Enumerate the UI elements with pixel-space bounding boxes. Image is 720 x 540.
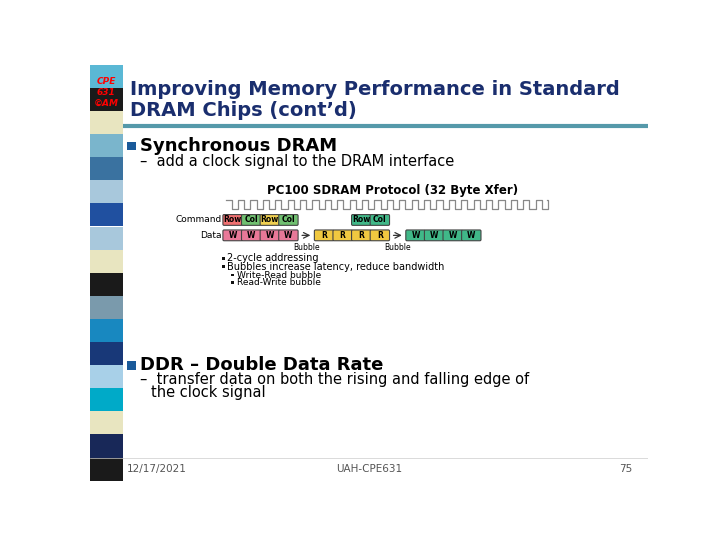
Text: R: R: [359, 231, 364, 240]
Bar: [127, 361, 136, 370]
FancyBboxPatch shape: [462, 230, 481, 241]
FancyBboxPatch shape: [241, 214, 261, 225]
Bar: [90, 111, 122, 134]
Text: DDR – Double Data Rate: DDR – Double Data Rate: [140, 356, 384, 374]
Bar: [222, 256, 225, 260]
Text: W: W: [266, 231, 274, 240]
Text: 75: 75: [619, 464, 632, 474]
Text: R: R: [321, 231, 327, 240]
Bar: [90, 65, 122, 88]
Text: W: W: [247, 231, 256, 240]
Text: UAH-CPE631: UAH-CPE631: [336, 464, 402, 474]
Text: Read-Write bubble: Read-Write bubble: [238, 278, 321, 287]
FancyBboxPatch shape: [279, 230, 298, 241]
FancyBboxPatch shape: [279, 214, 298, 225]
Bar: [90, 134, 122, 157]
Text: –  add a clock signal to the DRAM interface: – add a clock signal to the DRAM interfa…: [140, 153, 454, 168]
Bar: [90, 273, 122, 296]
FancyBboxPatch shape: [260, 230, 279, 241]
Text: W: W: [411, 231, 420, 240]
Text: Improving Memory Performance in Standard: Improving Memory Performance in Standard: [130, 80, 620, 99]
Text: Write-Read bubble: Write-Read bubble: [238, 271, 322, 280]
Text: ©AM: ©AM: [94, 99, 119, 108]
Text: Bubbles increase latency, reduce bandwidth: Bubbles increase latency, reduce bandwid…: [228, 261, 444, 272]
Bar: [90, 249, 122, 273]
Bar: [90, 88, 122, 111]
Text: Col: Col: [373, 215, 387, 225]
Text: Row: Row: [223, 215, 242, 225]
Bar: [90, 411, 122, 434]
Text: 12/17/2021: 12/17/2021: [127, 464, 187, 474]
Text: –  transfer data on both the rising and falling edge of: – transfer data on both the rising and f…: [140, 372, 529, 387]
Text: W: W: [228, 231, 237, 240]
Text: W: W: [449, 231, 457, 240]
Text: Col: Col: [282, 215, 295, 225]
Bar: [231, 281, 234, 284]
Text: DRAM Chips (cont’d): DRAM Chips (cont’d): [130, 102, 357, 120]
Bar: [90, 180, 122, 204]
Text: R: R: [377, 231, 383, 240]
Text: Col: Col: [244, 215, 258, 225]
Text: Synchronous DRAM: Synchronous DRAM: [140, 137, 338, 155]
Text: Data: Data: [200, 231, 222, 240]
Text: PC100 SDRAM Protocol (32 Byte Xfer): PC100 SDRAM Protocol (32 Byte Xfer): [266, 184, 518, 197]
FancyBboxPatch shape: [370, 214, 390, 225]
Text: W: W: [467, 231, 475, 240]
Bar: [127, 142, 136, 150]
Text: Row: Row: [261, 215, 279, 225]
Text: Bubble: Bubble: [293, 244, 320, 252]
Text: W: W: [430, 231, 438, 240]
FancyBboxPatch shape: [406, 230, 426, 241]
Bar: [90, 319, 122, 342]
Bar: [90, 434, 122, 457]
FancyBboxPatch shape: [333, 230, 352, 241]
Text: Row: Row: [352, 215, 370, 225]
Text: 631: 631: [97, 88, 116, 97]
Bar: [90, 157, 122, 180]
Bar: [231, 274, 234, 276]
FancyBboxPatch shape: [223, 230, 243, 241]
Bar: [90, 365, 122, 388]
Bar: [90, 388, 122, 411]
Bar: [90, 204, 122, 226]
Bar: [90, 226, 122, 249]
Text: the clock signal: the clock signal: [151, 384, 266, 400]
FancyBboxPatch shape: [223, 214, 243, 225]
Text: R: R: [340, 231, 346, 240]
FancyBboxPatch shape: [351, 214, 371, 225]
Text: CPE: CPE: [96, 77, 116, 86]
Bar: [90, 342, 122, 365]
Bar: [222, 265, 225, 268]
Bar: [90, 457, 122, 481]
FancyBboxPatch shape: [443, 230, 462, 241]
FancyBboxPatch shape: [315, 230, 334, 241]
Text: Bubble: Bubble: [384, 244, 411, 252]
Bar: [90, 296, 122, 319]
Text: 2-cycle addressing: 2-cycle addressing: [228, 253, 319, 263]
FancyBboxPatch shape: [351, 230, 371, 241]
FancyBboxPatch shape: [370, 230, 390, 241]
Text: W: W: [284, 231, 292, 240]
Text: Command: Command: [176, 215, 222, 225]
FancyBboxPatch shape: [260, 214, 279, 225]
FancyBboxPatch shape: [241, 230, 261, 241]
FancyBboxPatch shape: [424, 230, 444, 241]
